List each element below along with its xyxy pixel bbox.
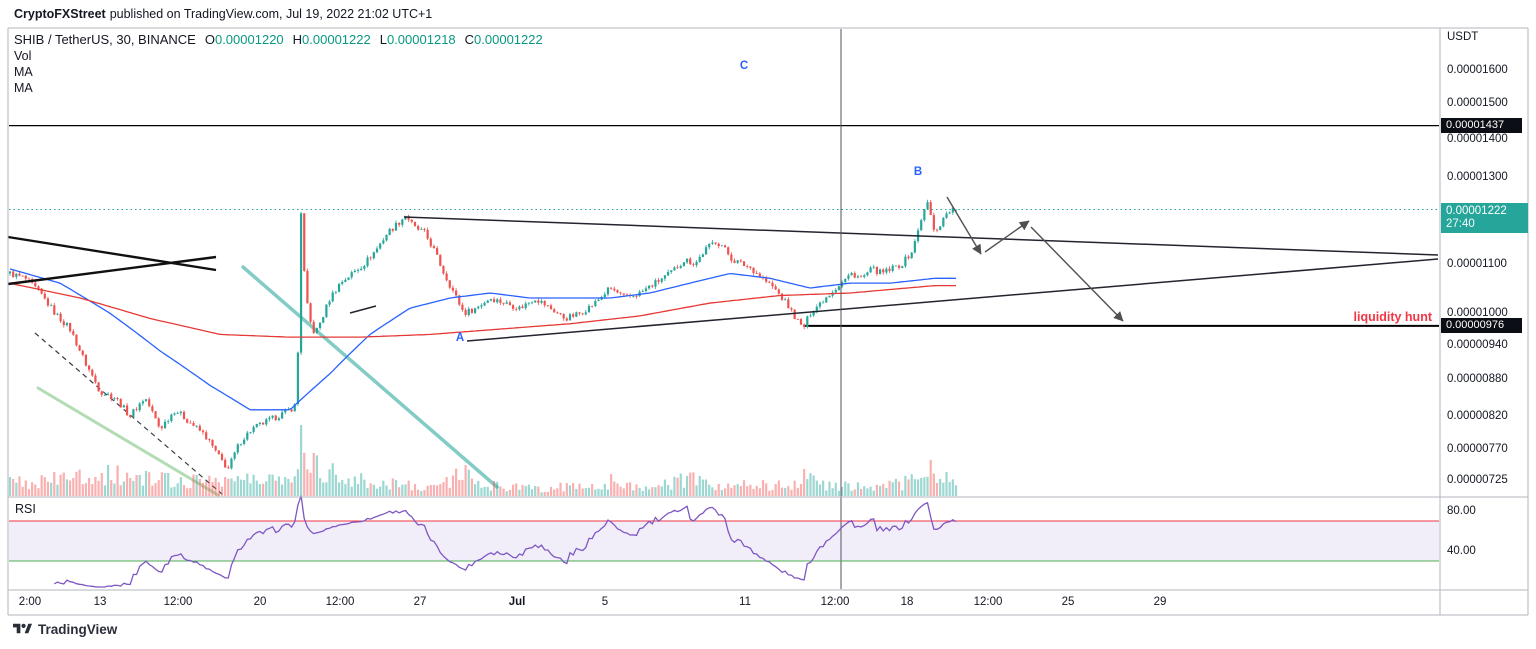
indicator-row-volume: Vol [14,49,32,63]
symbol-title[interactable]: SHIB / TetherUS, 30, BINANCE [14,32,196,47]
ohlc-o: O0.00001220 [204,32,284,47]
ohlc-h: H0.00001222 [292,32,371,47]
rsi-pane-title: RSI [15,502,36,516]
attribution-publisher: CryptoFXStreet [14,7,106,21]
indicator-row-ma-2: MA [14,81,33,95]
tradingview-logo-icon [13,623,32,634]
symbol-legend: SHIB / TetherUS, 30, BINANCE O0.00001220 H… [14,32,543,96]
symbol-row: SHIB / TetherUS, 30, BINANCE O0.00001220 H… [14,32,543,48]
attribution-bar: CryptoFXStreet published on TradingView.… [0,0,1536,28]
tradingview-footer-link[interactable]: TradingView [13,621,117,637]
tradingview-logo-text: TradingView [38,621,118,637]
ohlc-l: L0.00001218 [379,32,456,47]
attribution-details: published on TradingView.com, Jul 19, 20… [109,7,433,21]
indicator-row-ma-1: MA [14,65,33,79]
ohlc-values: O0.00001220 H0.00001222 L0.00001218 C0.0000… [196,32,543,47]
ohlc-c: C0.00001222 [464,32,543,47]
